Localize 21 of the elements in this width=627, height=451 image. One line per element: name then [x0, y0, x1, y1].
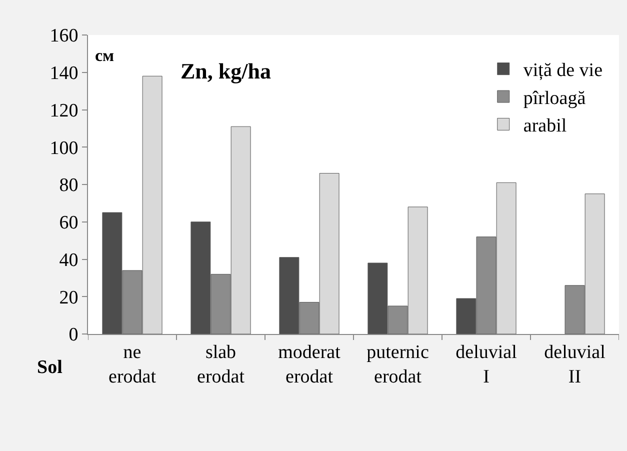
annotation: см — [95, 46, 115, 65]
y-tick-label: 140 — [50, 63, 78, 84]
text: Zn, kg/ha — [180, 58, 271, 84]
x-axis-title: Sol — [37, 357, 62, 378]
y-tick-label: 120 — [50, 100, 78, 122]
y-tick-label: 20 — [59, 287, 78, 308]
y-tick-label: 40 — [59, 250, 78, 271]
x-tick-label: moderat erodat — [278, 342, 342, 388]
legend-label: viță de vie — [523, 60, 603, 82]
legend-label: pîrloagă — [523, 88, 586, 109]
x-tick-label: ne erodat — [108, 342, 157, 388]
legend-label: arabil — [523, 116, 567, 137]
y-tick-label: 100 — [50, 138, 78, 159]
x-tick-label: puternic erodat — [366, 342, 429, 388]
x-tick-label: deluvial I — [456, 342, 517, 388]
y-tick-label: 60 — [59, 212, 78, 234]
x-tick-label: deluvial II — [544, 342, 606, 388]
x-tick-label: slab erodat — [197, 342, 246, 388]
y-tick-label: 160 — [50, 26, 78, 47]
y-tick-label: 80 — [59, 175, 78, 196]
y-tick-label: 0 — [68, 324, 78, 346]
